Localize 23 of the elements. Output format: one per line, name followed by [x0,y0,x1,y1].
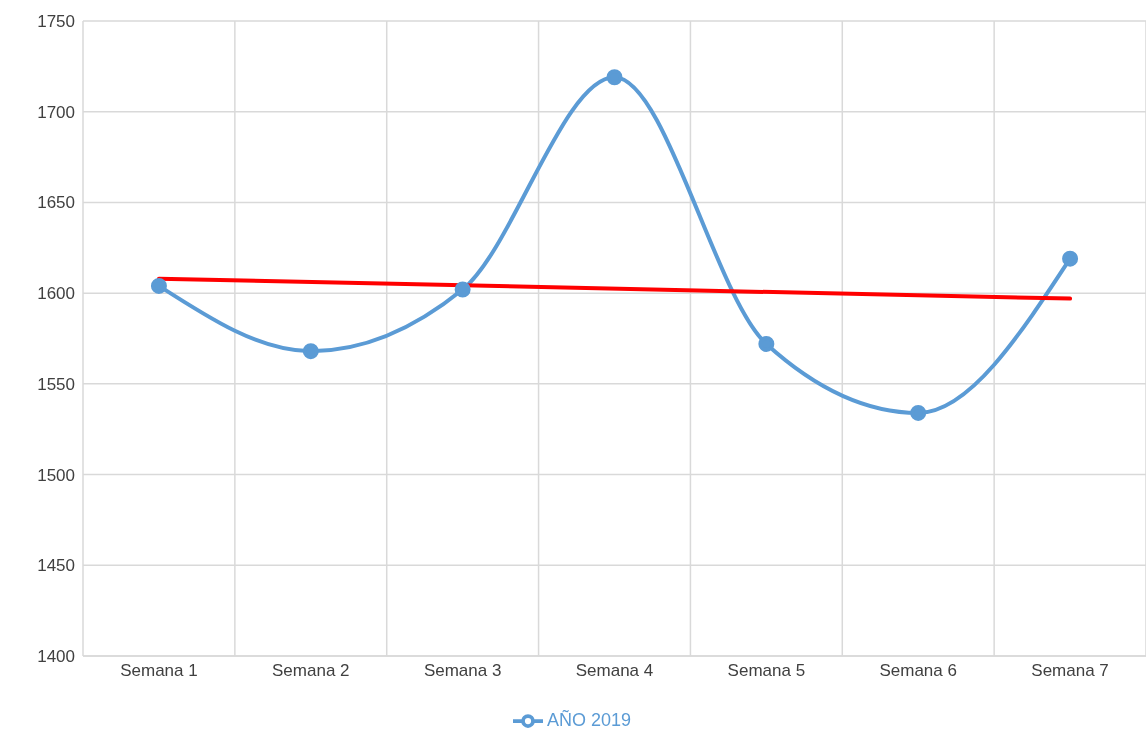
y-tick-label: 1550 [37,374,75,394]
x-tick-label: Semana 1 [120,661,198,681]
point [758,335,775,352]
legend-label: AÑO 2019 [546,709,632,730]
x-tick-label: Semana 4 [575,661,654,681]
y-tick-label: 1650 [37,193,75,213]
y-tick-label: 1700 [37,102,75,122]
x-tick-label: Semana 7 [1031,661,1109,681]
y-tick-label: 1750 [37,12,75,32]
point [606,69,623,86]
x-tick-label: Semana 5 [727,661,806,681]
y-tick-label: 1450 [37,556,75,576]
point [910,404,927,421]
x-tick-label: Semana 2 [272,661,350,681]
point [454,281,471,298]
y-tick-label: 1500 [37,465,75,485]
x-tick-label: Semana 3 [423,661,502,681]
point [1062,250,1079,267]
y-tick-label: 1600 [37,284,75,304]
y-tick-label: 1400 [37,647,75,667]
point [150,277,167,294]
x-tick-label: Semana 6 [879,661,957,681]
point [302,343,319,360]
